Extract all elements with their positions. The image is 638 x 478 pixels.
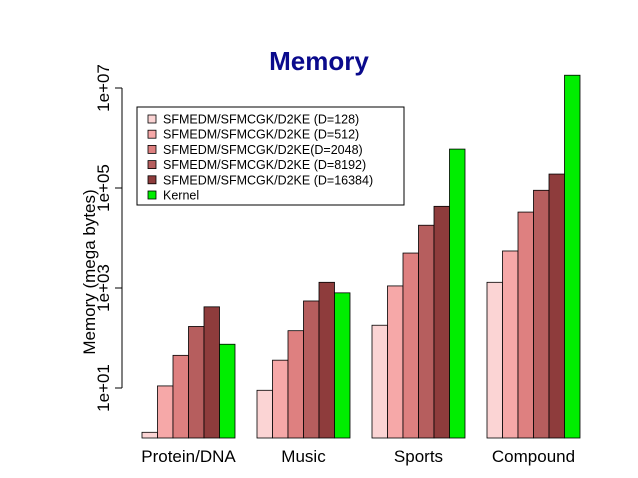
x-tick-label: Sports [394,447,443,466]
bar [334,292,351,439]
y-tick-label: 1e+07 [94,64,113,112]
x-tick-label: Music [281,447,326,466]
bar [318,281,335,439]
bar [188,326,205,439]
legend: SFMEDM/SFMCGK/D2KE (D=128)SFMEDM/SFMCGK/… [136,106,405,206]
bar [449,148,466,439]
x-axis-labels: Protein/DNA Music Sports Compound [141,447,575,466]
y-tick-label: 1e+05 [94,164,113,212]
bar [402,252,419,439]
bar [548,173,565,439]
bar [533,189,550,439]
legend-label: SFMEDM/SFMCGK/D2KE (D=512) [163,128,359,142]
bar [272,359,289,439]
legend-label: Kernel [163,189,199,203]
x-tick-label: Protein/DNA [141,447,236,466]
y-tick-label: 1e+01 [94,364,113,412]
bar [502,250,519,439]
legend-box [136,106,405,206]
bar [433,205,450,439]
legend-label: SFMEDM/SFMCGK/D2KE(D=2048) [163,143,363,157]
legend-swatch [147,175,157,185]
bar [418,224,435,439]
legend-swatch [147,190,157,200]
bar [564,74,581,439]
y-axis-label: Memory (mega bytes) [80,189,99,354]
bar [387,285,404,439]
legend-swatch [147,160,157,170]
legend-label: SFMEDM/SFMCGK/D2KE (D=8192) [163,158,366,172]
x-tick-label: Compound [492,447,575,466]
bar [486,281,503,439]
bar [172,354,189,439]
bar [219,343,236,439]
legend-label: SFMEDM/SFMCGK/D2KE (D=16384) [163,173,373,187]
chart-title: Memory [269,46,369,76]
y-tick-label: 1e+03 [94,264,113,312]
bar [203,306,220,439]
bar [517,211,534,439]
legend-swatch [147,144,157,154]
bar [256,389,273,439]
bar [303,300,320,439]
bars-group [141,74,581,439]
bar [371,324,388,439]
legend-swatch [147,114,157,124]
y-axis: 1e+01 1e+03 1e+05 1e+07 [94,64,123,412]
legend-swatch [147,129,157,139]
bar [157,385,174,439]
bar [287,330,304,439]
legend-label: SFMEDM/SFMCGK/D2KE (D=128) [163,113,359,127]
bar [141,431,158,439]
